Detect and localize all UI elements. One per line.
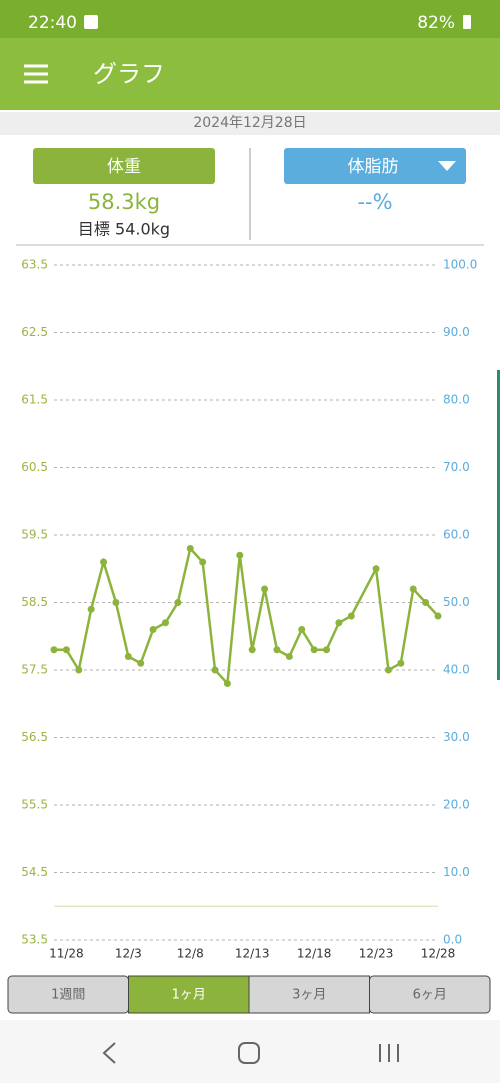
date-bar (0, 112, 500, 135)
data-point (62, 646, 70, 654)
y-tick-label: 62.5 (21, 325, 48, 339)
y2-tick-label: 0.0 (443, 933, 462, 947)
x-tick-label: 11/28 (49, 947, 84, 961)
x-tick-label: 12/13 (235, 947, 270, 961)
y2-tick-label: 70.0 (443, 460, 470, 474)
battery-icon (463, 15, 471, 29)
menu-button[interactable] (24, 64, 48, 84)
x-tick-label: 12/3 (115, 947, 142, 961)
data-point (434, 612, 442, 620)
data-point (236, 551, 244, 559)
data-point (50, 646, 58, 654)
y-tick-label: 54.5 (21, 865, 48, 879)
y2-tick-label: 40.0 (443, 663, 470, 677)
y2-tick-label: 60.0 (443, 528, 470, 542)
y-tick-label: 59.5 (21, 528, 48, 542)
data-point (372, 565, 380, 573)
data-point (211, 666, 219, 674)
scroll-indicator (497, 370, 500, 680)
data-point (124, 653, 132, 660)
data-point (422, 599, 430, 606)
weight-tab[interactable] (33, 148, 215, 184)
y-tick-label: 55.5 (21, 798, 48, 812)
nav-back[interactable] (102, 1042, 116, 1064)
status-icon (84, 15, 98, 29)
y2-tick-label: 10.0 (443, 865, 470, 879)
data-point (347, 612, 355, 620)
data-point (223, 680, 231, 687)
data-point (323, 646, 331, 654)
app-title: グラフ (93, 60, 165, 88)
data-point (100, 558, 108, 566)
data-point (199, 558, 207, 566)
nav-recent[interactable] (379, 1044, 399, 1062)
x-tick-label: 12/28 (421, 947, 456, 961)
data-point (112, 599, 120, 606)
data-point (273, 646, 281, 654)
data-point (261, 585, 269, 593)
body-fat-value: --% (357, 190, 392, 214)
x-tick-label: 12/23 (359, 947, 394, 961)
y2-tick-label: 30.0 (443, 730, 470, 744)
data-point (397, 659, 405, 667)
y2-tick-label: 100.0 (443, 258, 477, 272)
weight-line (54, 545, 439, 687)
x-tick-label: 12/18 (297, 947, 332, 961)
period-label: 1ヶ月 (172, 988, 206, 1003)
y2-tick-label: 50.0 (443, 595, 470, 609)
period-selector: 1週間 1ヶ月 3ヶ月 6ヶ月 (7, 975, 491, 1014)
period-label: 3ヶ月 (292, 988, 326, 1003)
status-battery: 82% (417, 13, 455, 33)
body-fat-tab[interactable] (284, 148, 466, 184)
data-point (335, 619, 343, 627)
data-point (161, 619, 169, 627)
app-bar (0, 38, 500, 110)
data-point (248, 646, 256, 654)
weight-goal: 目標 54.0kg (78, 220, 170, 239)
dropdown-arrow[interactable] (438, 161, 456, 171)
data-point (285, 653, 293, 660)
y-tick-label: 57.5 (21, 663, 48, 677)
status-time: 22:40 (28, 13, 77, 33)
data-point (174, 599, 182, 606)
data-point (149, 626, 157, 633)
y-tick-label: 61.5 (21, 393, 48, 407)
data-point (310, 646, 318, 654)
status-bar (0, 0, 500, 38)
data-point (298, 626, 306, 633)
y2-tick-label: 20.0 (443, 798, 470, 812)
nav-home[interactable] (238, 1042, 260, 1064)
period-button[interactable] (128, 975, 250, 1014)
y-tick-label: 60.5 (21, 460, 48, 474)
y-tick-label: 63.5 (21, 258, 48, 272)
y-tick-label: 58.5 (21, 595, 48, 609)
data-point (137, 659, 145, 667)
data-point (384, 666, 392, 674)
body-fat-tab-label: 体脂肪 (348, 157, 399, 177)
weight-tab-label: 体重 (107, 157, 141, 177)
data-point (409, 585, 417, 593)
y2-tick-label: 80.0 (443, 393, 470, 407)
y-tick-label: 53.5 (21, 933, 48, 947)
date: 2024年12月28日 (193, 115, 306, 131)
data-point (75, 666, 83, 674)
period-label: 1週間 (51, 988, 85, 1003)
data-point (186, 545, 194, 552)
x-tick-label: 12/8 (177, 947, 204, 961)
y-tick-label: 56.5 (21, 730, 48, 744)
chart: 53.5 54.5 55.5 56.5 57.5 58.5 59.5 60.5 61.5 62.5… (21, 258, 477, 961)
y2-tick-label: 90.0 (443, 325, 470, 339)
period-button[interactable] (369, 975, 491, 1014)
weight-value: 58.3kg (88, 190, 160, 214)
nav-bar (0, 1020, 500, 1083)
period-label: 6ヶ月 (413, 988, 447, 1003)
data-point (87, 605, 95, 613)
